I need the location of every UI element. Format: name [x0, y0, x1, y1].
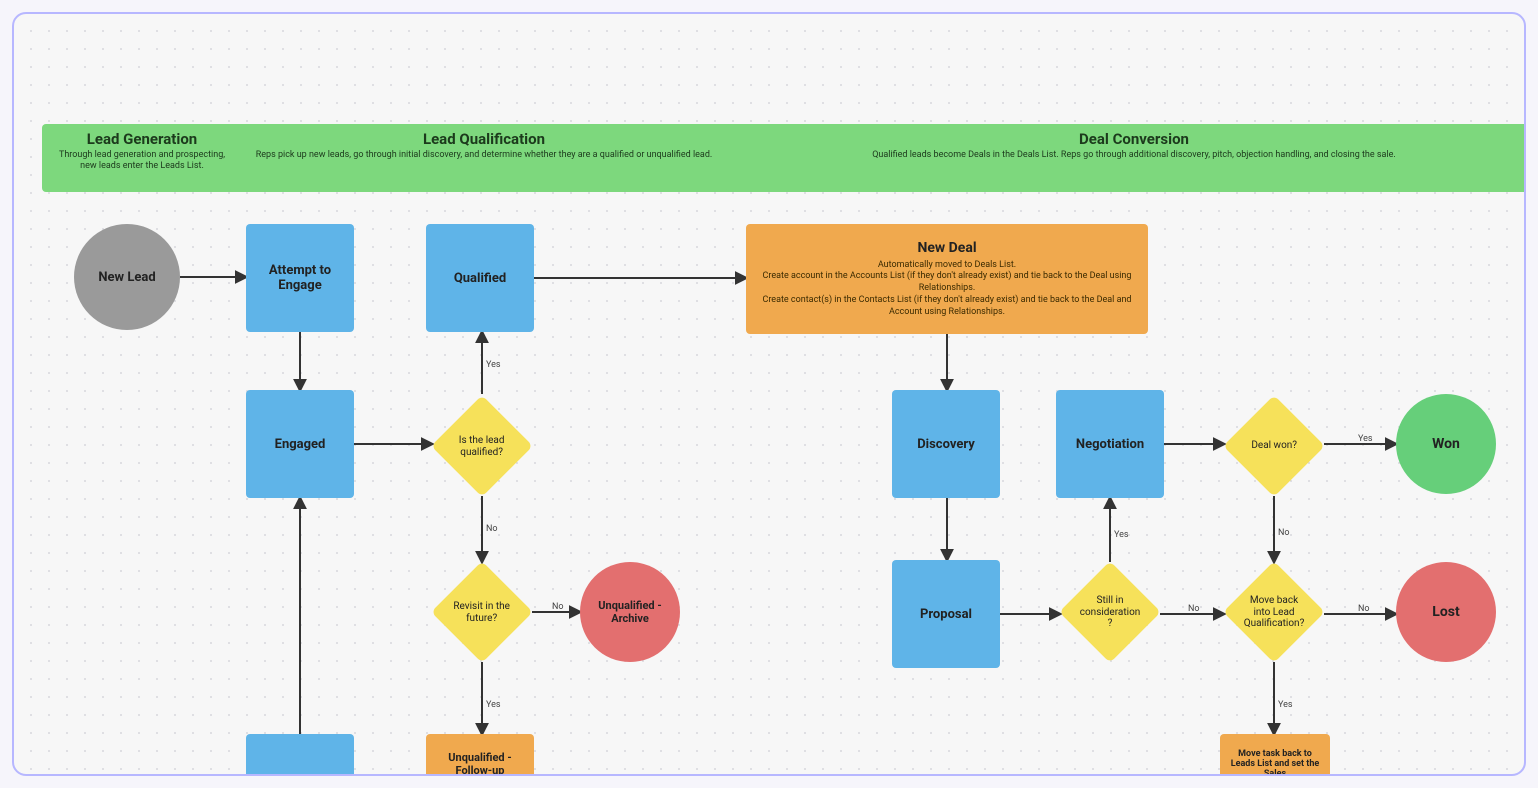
edge-label: Yes: [486, 360, 501, 370]
node-label: Move task back to Leads List and set the…: [1226, 749, 1324, 776]
stage-header-h3: Deal Conversion Qualified leads become De…: [726, 124, 1526, 192]
diagram-frame: Lead Generation Through lead generation a…: [12, 12, 1526, 776]
node-sub: Automatically moved to Deals List.Create…: [752, 260, 1142, 318]
node-label: Still in consideration ?: [1080, 595, 1141, 630]
node-new-deal[interactable]: New Deal Automatically moved to Deals Lis…: [746, 224, 1148, 334]
stage-subtitle: Reps pick up new leads, go through initi…: [240, 150, 728, 161]
node-label: Won: [1432, 436, 1460, 452]
node-unq-arch[interactable]: Unqualified - Archive: [580, 562, 680, 662]
node-label: New Lead: [98, 270, 155, 285]
edge-label: No: [1278, 528, 1290, 538]
node-label: New Deal: [917, 240, 976, 256]
edge-label: No: [1188, 604, 1200, 614]
node-proposal[interactable]: Proposal: [892, 560, 1000, 668]
edge-label: No: [1358, 604, 1370, 614]
node-moveback[interactable]: Move task back to Leads List and set the…: [1220, 734, 1330, 776]
node-label: Qualified: [454, 271, 506, 286]
stage-title: Deal Conversion: [736, 130, 1526, 148]
edge-label: Yes: [1114, 530, 1129, 540]
stage-title: Lead Qualification: [240, 130, 728, 148]
node-q-won[interactable]: Deal won?: [1223, 395, 1325, 497]
stage-header-h1: Lead Generation Through lead generation a…: [42, 124, 242, 192]
node-qualified[interactable]: Qualified: [426, 224, 534, 332]
node-eng2[interactable]: [246, 734, 354, 776]
node-label: Lost: [1432, 604, 1459, 620]
node-label: Attempt to Engage: [252, 263, 348, 293]
node-label: Unqualified - Archive: [586, 599, 674, 625]
node-q-lead[interactable]: Is the lead qualified?: [431, 395, 533, 497]
stage-subtitle: Through lead generation and prospecting,…: [52, 150, 232, 173]
node-label: Negotiation: [1076, 437, 1144, 452]
node-label: Is the lead qualified?: [452, 435, 512, 458]
stage-title: Lead Generation: [52, 130, 232, 148]
node-label: Deal won?: [1244, 440, 1304, 452]
node-label: Move back into Lead Qualification?: [1244, 595, 1305, 630]
node-q-still[interactable]: Still in consideration ?: [1059, 561, 1161, 663]
node-q-revisit[interactable]: Revisit in the future?: [431, 561, 533, 663]
node-won[interactable]: Won: [1396, 394, 1496, 494]
node-unq-follow[interactable]: Unqualified - Follow-up: [426, 734, 534, 776]
node-label: Engaged: [275, 437, 326, 452]
stage-subtitle: Qualified leads become Deals in the Deal…: [736, 150, 1526, 161]
node-discovery[interactable]: Discovery: [892, 390, 1000, 498]
node-label: Revisit in the future?: [452, 601, 512, 624]
stage-header-h2: Lead Qualification Reps pick up new leads…: [230, 124, 738, 192]
node-label: Unqualified - Follow-up: [432, 751, 528, 776]
node-engaged[interactable]: Engaged: [246, 390, 354, 498]
edge-label: No: [486, 524, 498, 534]
node-attempt[interactable]: Attempt to Engage: [246, 224, 354, 332]
node-new-lead[interactable]: New Lead: [74, 224, 180, 330]
edge-label: Yes: [486, 700, 501, 710]
edge-label: No: [552, 602, 564, 612]
node-negotiation[interactable]: Negotiation: [1056, 390, 1164, 498]
node-lost[interactable]: Lost: [1396, 562, 1496, 662]
edge-label: Yes: [1358, 434, 1373, 444]
node-label: Discovery: [917, 437, 975, 452]
edge-label: Yes: [1278, 700, 1293, 710]
flowchart-canvas: Lead Generation Through lead generation a…: [14, 14, 1524, 774]
node-q-back[interactable]: Move back into Lead Qualification?: [1223, 561, 1325, 663]
node-label: Proposal: [920, 607, 972, 622]
